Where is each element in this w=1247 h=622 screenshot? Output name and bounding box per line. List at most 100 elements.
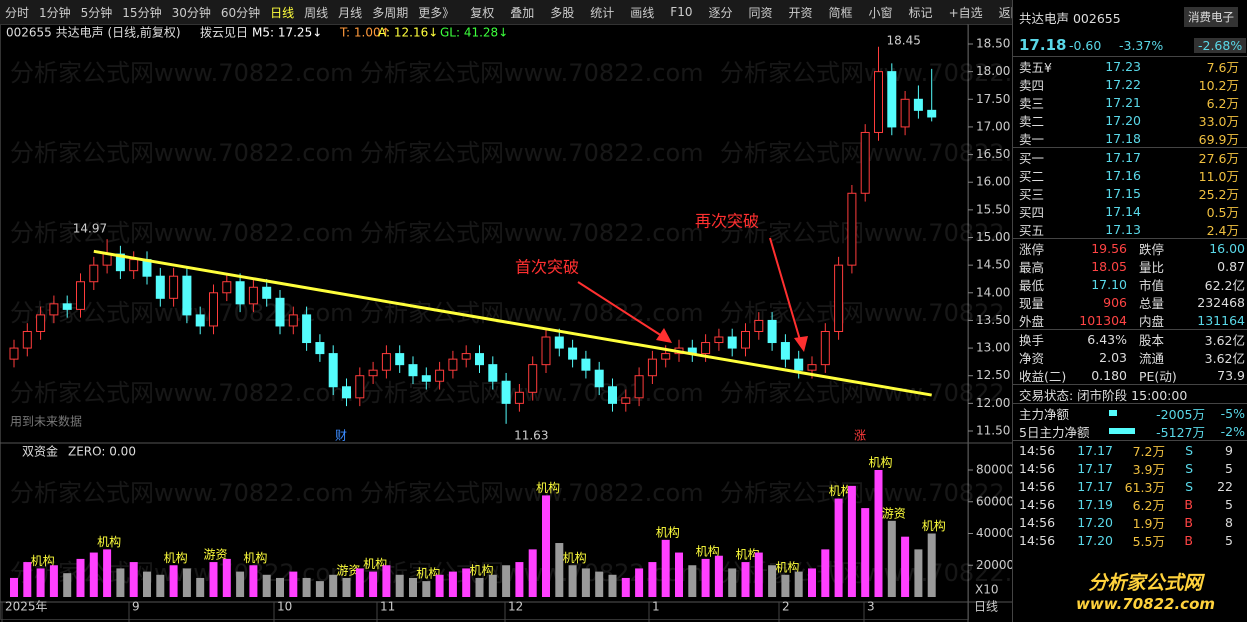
trendline [93,249,932,397]
volume-bar [914,549,923,597]
y-tick-label: 17.00 [976,119,1010,133]
candle-body [514,391,524,404]
divider [1013,403,1247,404]
sector: 消费电子 [1184,7,1238,27]
tool-button[interactable]: 同资 [748,5,773,20]
stat-cell: 62.2亿 [1204,277,1245,293]
order-cell: 买四 [1019,204,1045,220]
tool-button[interactable]: 多股 [550,5,575,20]
stat-cell: 2.03 [1099,349,1127,365]
tool-button[interactable]: +自选 [948,5,983,20]
stat-cell: 净资 [1019,350,1045,366]
volume-bar [156,574,165,597]
tool-button[interactable]: 标记 [908,5,933,20]
candle-body [847,192,857,266]
candle-body [807,364,817,371]
period-tab[interactable]: 5分钟 [80,5,113,20]
stat-cell: 0.87 [1217,258,1245,274]
trade-row: 14:56 17.20 1.9万 B 8 [1013,513,1247,531]
period-tab[interactable]: 日线 [270,5,295,20]
tool-button[interactable]: 逐分 [708,5,733,20]
volume-bar [249,565,258,597]
candle-body [155,275,165,299]
tool-button[interactable]: 画线 [630,5,655,20]
candle-body [488,364,498,382]
candle-body [275,297,285,327]
tool-button[interactable]: 简框 [828,5,853,20]
watermark: 分析家公式网www.70822.com [10,379,354,407]
tool-button[interactable]: F10 [670,5,693,19]
trade-cell: B [1184,532,1193,548]
volume-bar [76,558,85,597]
divider [1013,147,1247,148]
order-row: 买四 17.14 0.5万 [1013,202,1247,220]
period-tab[interactable]: 分时 [5,5,30,20]
candle-body [421,375,431,382]
volume-scale: X10 [975,583,999,597]
candle-body [541,336,551,366]
stat-cell: 最高 [1019,259,1045,275]
period-tab[interactable]: 15分钟 [122,5,162,20]
volume-bar [515,562,524,597]
candle-body [634,375,644,399]
x-label: 1 [652,600,660,614]
flow-bar [1109,410,1117,416]
x-label: 9 [132,600,140,614]
candle-body [129,259,139,272]
y-tick-label: 12.00 [976,396,1010,410]
watermark: 分析家公式网www.70822.com [360,139,704,167]
order-cell: 卖三 [1019,95,1045,111]
volume-bar [129,562,138,597]
tool-button[interactable]: 复权 [470,5,495,20]
period-tab[interactable]: 周线 [304,5,329,20]
period-tab[interactable]: 30分钟 [171,5,211,20]
volume-bar [887,520,896,597]
volume-label: 机构 [563,550,587,565]
arrow [577,281,663,337]
order-cell: 17.21 [1105,94,1141,110]
volume-bar [728,568,737,597]
candle-body [315,342,325,355]
trade-cell: S [1185,442,1193,458]
stat-cell: 18.05 [1091,258,1127,274]
extreme-label: 11.63 [514,428,548,442]
tool-button[interactable]: 叠加 [510,5,535,20]
volume-bar [555,543,564,597]
extreme-label: 14.97 [73,222,107,236]
volume-bar [621,577,630,597]
tool-button[interactable]: 统计 [590,5,615,20]
stat-cell: 17.10 [1091,276,1127,292]
watermark: 分析家公式网www.70822.com [360,59,704,87]
order-row: 买三 17.15 25.2万 [1013,184,1247,202]
order-cell: 2.4万 [1206,222,1239,238]
stat-cell: 3.62亿 [1204,350,1245,366]
order-cell: 卖四 [1019,77,1045,93]
period-tab[interactable]: 60分钟 [220,5,261,20]
volume-label: 机构 [696,543,720,558]
x-label: 2 [782,600,790,614]
candle-body [89,264,99,283]
trade-row: 14:56 17.19 6.2万 B 5 [1013,495,1247,513]
tool-button[interactable]: 小窗 [868,5,893,20]
period-tab[interactable]: 1分钟 [39,5,71,20]
order-cell: 27.6万 [1198,150,1239,166]
trade-cell: 5 [1225,532,1233,548]
trade-cell: 7.2万 [1132,443,1165,459]
tool-button[interactable]: 开资 [788,5,813,20]
volume-bar [448,571,457,597]
volume-bar [289,571,298,597]
trade-cell: 14:56 [1019,532,1056,548]
period-tab[interactable]: 更多》 [418,5,455,20]
period-tab[interactable]: 多周期 [372,5,409,20]
candle-body [302,314,312,344]
volume-bar [901,536,910,597]
trade-cell: S [1185,460,1193,476]
back-button[interactable]: 返回 [998,5,1012,20]
sector-pct: -2.68% [1194,37,1247,53]
period-tab[interactable]: 月线 [338,5,363,20]
order-cell: 10.2万 [1198,77,1239,93]
trade-cell: 9 [1225,442,1233,458]
stat-row: 最高 18.05 量比 0.87 [1013,257,1247,275]
trade-row: 14:56 17.17 7.2万 S 9 [1013,441,1247,459]
volume-bar [276,577,284,597]
